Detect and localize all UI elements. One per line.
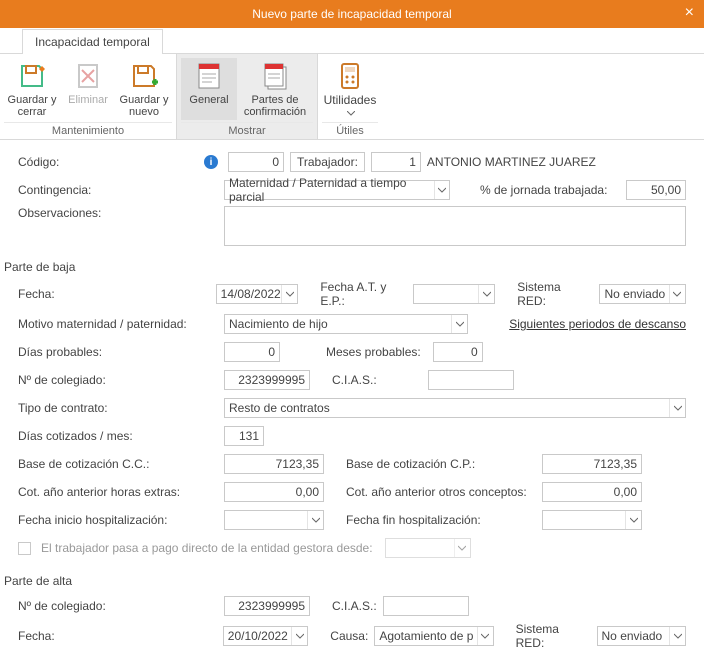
form-icon (193, 60, 225, 92)
cot-oc-input[interactable] (542, 482, 642, 502)
sistema-red-baja-select[interactable]: No enviado (599, 284, 686, 304)
hosp-ini-label: Fecha inicio hospitalización: (18, 513, 218, 527)
ribbon-group-utiles: Utilidades Útiles (318, 54, 382, 139)
codigo-input[interactable] (228, 152, 284, 172)
tipo-contrato-label: Tipo de contrato: (18, 401, 218, 415)
chevron-down-icon (669, 285, 685, 303)
base-cc-label: Base de cotización C.C.: (18, 457, 218, 471)
cias-alta-label: C.I.A.S.: (332, 599, 377, 613)
window-title: Nuevo parte de incapacidad temporal (252, 7, 451, 21)
chevron-down-icon (281, 285, 297, 303)
fecha-alta-label: Fecha: (18, 629, 217, 643)
delete-button: Eliminar (60, 58, 116, 120)
colegiado-alta-label: Nº de colegiado: (18, 599, 218, 613)
base-cc-input[interactable] (224, 454, 324, 474)
form-stack-icon (259, 60, 291, 92)
base-cp-input[interactable] (542, 454, 642, 474)
trabajador-label[interactable]: Trabajador: (290, 152, 365, 172)
motivo-label: Motivo maternidad / paternidad: (18, 317, 218, 331)
fecha-at-input[interactable] (413, 284, 496, 304)
ribbon-group-mostrar: General Partes de confirmación Mostrar (177, 54, 318, 139)
save-new-button[interactable]: Guardar y nuevo (116, 58, 172, 120)
chevron-down-icon (307, 511, 323, 529)
chevron-down-icon (454, 539, 470, 557)
calculator-icon (334, 60, 366, 92)
chevron-down-icon (347, 111, 355, 116)
colegiado-baja-input[interactable] (224, 370, 310, 390)
colegiado-alta-input[interactable] (224, 596, 310, 616)
sistema-red-alta-label: Sistema RED: (516, 622, 591, 650)
contingencia-label: Contingencia: (18, 183, 218, 197)
chevron-down-icon (477, 627, 493, 645)
causa-select[interactable]: Agotamiento de p (374, 626, 493, 646)
cias-baja-label: C.I.A.S.: (332, 373, 422, 387)
ribbon-group-label: Mantenimiento (4, 122, 172, 137)
chevron-down-icon (291, 627, 307, 645)
sistema-red-baja-label: Sistema RED: (517, 280, 589, 308)
fecha-baja-input[interactable]: 14/08/2022 (216, 284, 299, 304)
codigo-label: Código: (18, 155, 198, 169)
fecha-baja-label: Fecha: (18, 287, 210, 301)
title-bar: Nuevo parte de incapacidad temporal × (0, 0, 704, 28)
chevron-down-icon (478, 285, 494, 303)
cias-alta-input[interactable] (383, 596, 469, 616)
ribbon-group-label: Útiles (322, 122, 378, 137)
obs-textarea[interactable] (224, 206, 686, 246)
chevron-down-icon (451, 315, 467, 333)
dias-cot-input[interactable] (224, 426, 264, 446)
delete-icon (72, 60, 104, 92)
cias-baja-input[interactable] (428, 370, 514, 390)
pct-label: % de jornada trabajada: (480, 183, 607, 197)
info-icon[interactable]: i (204, 155, 218, 169)
meses-prob-label: Meses probables: (326, 345, 421, 359)
cot-he-label: Cot. año anterior horas extras: (18, 485, 218, 499)
dias-prob-input[interactable] (224, 342, 280, 362)
hosp-fin-label: Fecha fin hospitalización: (346, 513, 536, 527)
pct-input[interactable] (626, 180, 686, 200)
pago-directo-fecha (385, 538, 471, 558)
ribbon-group-label: Mostrar (181, 122, 313, 137)
save-close-icon (16, 60, 48, 92)
meses-prob-input[interactable] (433, 342, 483, 362)
pago-directo-label: El trabajador pasa a pago directo de la … (41, 541, 373, 555)
trabajador-num-input[interactable] (371, 152, 421, 172)
close-icon[interactable]: × (685, 4, 694, 22)
colegiado-baja-label: Nº de colegiado: (18, 373, 218, 387)
dias-cot-label: Días cotizados / mes: (18, 429, 218, 443)
base-cp-label: Base de cotización C.P.: (346, 457, 536, 471)
chevron-down-icon (434, 181, 449, 199)
chevron-down-icon (669, 399, 685, 417)
tipo-contrato-select[interactable]: Resto de contratos (224, 398, 686, 418)
section-alta: Parte de alta (4, 574, 686, 588)
motivo-select[interactable]: Nacimiento de hijo (224, 314, 468, 334)
fecha-at-label: Fecha A.T. y E.P.: (320, 280, 406, 308)
trabajador-nombre: ANTONIO MARTINEZ JUAREZ (427, 155, 596, 169)
obs-label: Observaciones: (18, 206, 218, 220)
cot-oc-label: Cot. año anterior otros conceptos: (346, 485, 536, 499)
cot-he-input[interactable] (224, 482, 324, 502)
general-button[interactable]: General (181, 58, 237, 120)
contingencia-select[interactable]: Maternidad / Paternidad a tiempo parcial (224, 180, 450, 200)
hosp-fin-input[interactable] (542, 510, 642, 530)
save-close-button[interactable]: Guardar y cerrar (4, 58, 60, 120)
save-new-icon (128, 60, 160, 92)
ribbon: Guardar y cerrar Eliminar Guardar y nuev… (0, 54, 704, 140)
tab-strip: Incapacidad temporal (0, 28, 704, 54)
form-body: Código: i Trabajador: ANTONIO MARTINEZ J… (0, 140, 704, 668)
pago-directo-checkbox[interactable] (18, 542, 31, 555)
dias-prob-label: Días probables: (18, 345, 218, 359)
chevron-down-icon (669, 627, 685, 645)
sistema-red-alta-select[interactable]: No enviado (597, 626, 686, 646)
utilities-button[interactable]: Utilidades (322, 58, 378, 120)
partes-confirmacion-button[interactable]: Partes de confirmación (237, 58, 313, 120)
fecha-alta-input[interactable]: 20/10/2022 (223, 626, 309, 646)
hosp-ini-input[interactable] (224, 510, 324, 530)
causa-label: Causa: (330, 629, 368, 643)
tab-incapacidad[interactable]: Incapacidad temporal (22, 29, 163, 54)
chevron-down-icon (625, 511, 641, 529)
ribbon-group-mantenimiento: Guardar y cerrar Eliminar Guardar y nuev… (0, 54, 177, 139)
periodos-link[interactable]: Siguientes periodos de descanso (509, 317, 686, 331)
section-baja: Parte de baja (4, 260, 686, 274)
